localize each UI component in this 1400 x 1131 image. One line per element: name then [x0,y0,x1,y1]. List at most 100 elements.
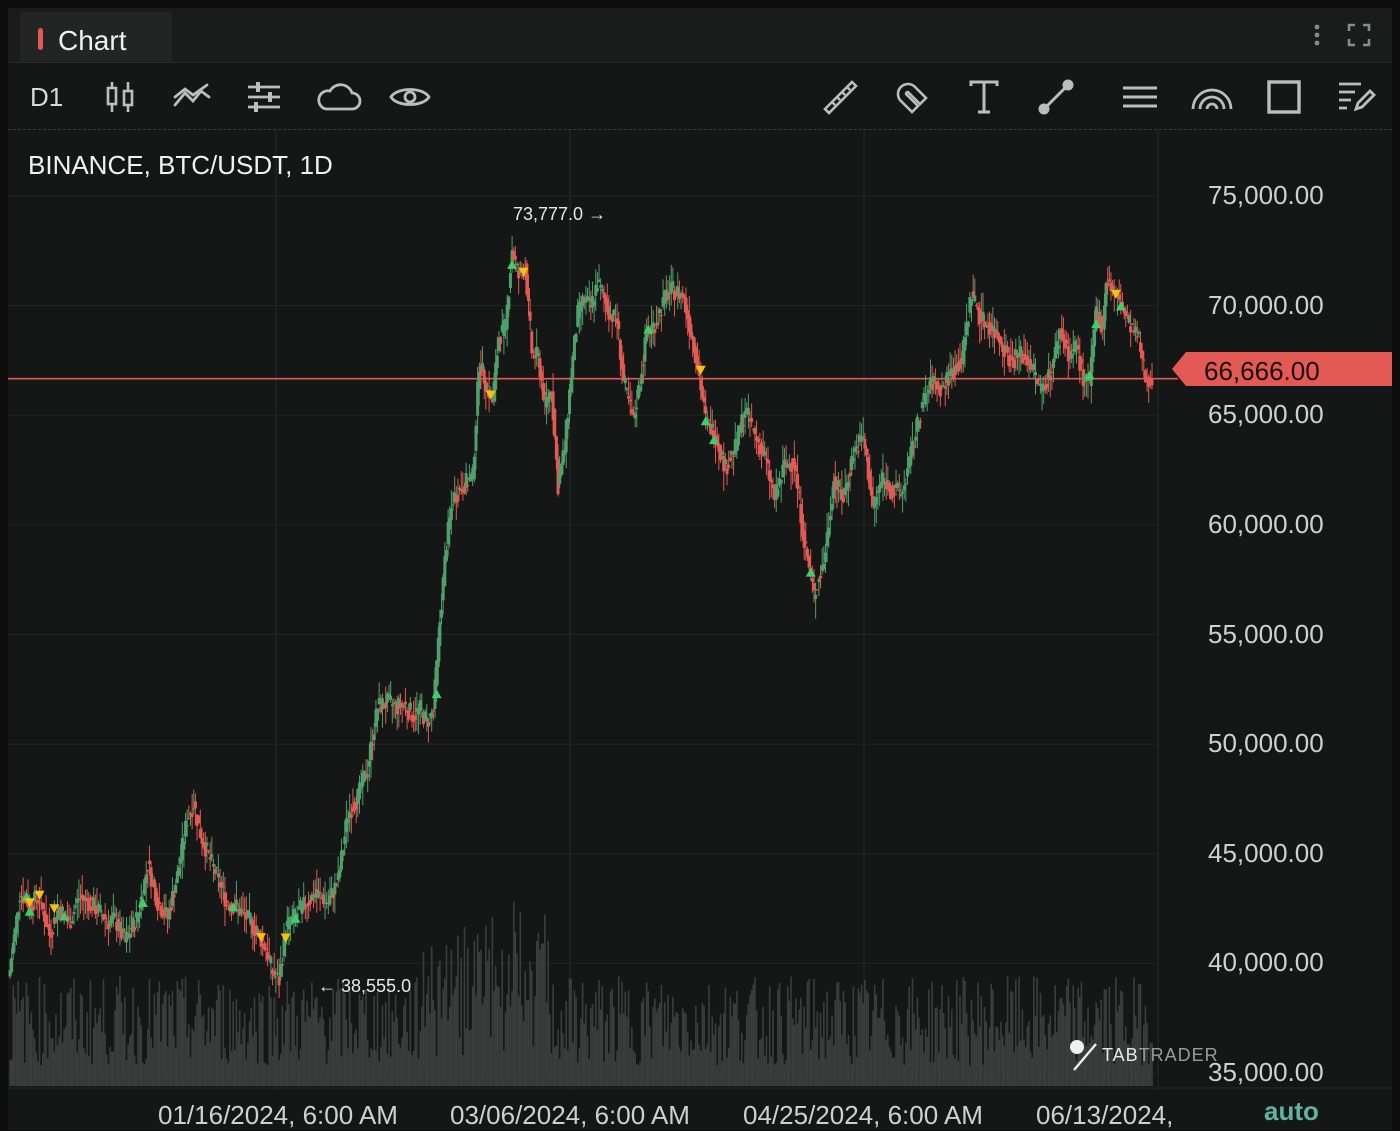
rectangle-icon[interactable] [1264,77,1304,117]
volume-bar [214,1036,216,1086]
candle-body [403,701,407,705]
candle-body [740,414,744,433]
volume-bar [767,1063,769,1086]
volume-bar [365,989,367,1086]
candle-body [79,898,83,900]
volume-bar [1126,1044,1129,1086]
volume-bar [844,1002,846,1086]
volume-bar [276,1018,279,1086]
candle-body [737,425,741,446]
candle-body [318,892,322,894]
candle-body [500,324,504,332]
timeframe-button[interactable]: D1 [30,82,64,112]
candle-body [308,900,312,904]
volume-bar [521,1005,523,1086]
volume-bar [1028,1021,1030,1086]
candle-body [90,906,94,911]
volume-bar [496,985,499,1086]
volume-bar [432,999,435,1086]
candle-body [996,332,1000,340]
candle-body [989,323,993,332]
volume-bar [581,982,584,1086]
volume-bar [1093,1024,1096,1086]
volume-bar [576,1062,579,1086]
candle-body [200,838,204,844]
volume-bar [916,997,919,1086]
candle-body [792,458,796,467]
sell-signal-marker [518,267,529,277]
candlestick-icon[interactable] [100,77,140,117]
volume-bar [763,1055,766,1086]
candle-body [958,360,962,369]
candle-body [538,358,542,378]
horizontal-lines-icon[interactable] [1120,77,1160,117]
candle-body [156,897,160,911]
volume-bar [944,1027,947,1086]
ruler-icon[interactable] [820,77,860,117]
candle-body [215,866,219,868]
volume-bar [406,1032,408,1086]
tab-chart[interactable]: Chart [20,12,172,62]
volume-bar [53,1051,56,1086]
trendline-icon[interactable] [1036,77,1076,117]
indicators-icon[interactable] [172,77,212,117]
candle-body [992,328,996,339]
candle-body [146,869,150,872]
volume-bar [138,1017,141,1086]
candle-body [586,296,590,298]
volume-bar [1036,977,1038,1086]
fullscreen-icon[interactable] [1346,22,1372,48]
candle-body [197,815,201,824]
volume-bar [363,1014,366,1086]
volume-bar [358,993,361,1086]
candle-body [548,391,552,400]
volume-bar [378,1062,380,1086]
volume-bar [918,1017,920,1086]
candle-body [38,901,42,903]
auto-scale-button[interactable]: auto [1264,1096,1319,1126]
buy-signal-marker [431,689,442,699]
candle-body [759,442,763,450]
volume-bar [15,1013,18,1086]
candle-body [745,407,749,413]
volume-bar [752,984,755,1086]
price-chart[interactable]: BINANCE, BTC/USDT, 1D 73,777.0 → ← 38,55… [8,130,1392,1130]
candle-body [897,490,901,492]
candle-body [448,517,452,530]
volume-bar [219,990,221,1086]
volume-bar [654,998,656,1086]
candle-body [1056,345,1060,349]
candlestick-plot[interactable] [8,130,1392,1130]
candle-body [164,907,168,913]
candle-body [676,286,680,297]
more-vertical-icon[interactable] [1304,22,1330,48]
volume-bar [665,1031,668,1086]
volume-bar [242,1028,244,1086]
eye-icon[interactable] [388,77,432,117]
volume-bar [173,1035,175,1086]
volume-bar [419,1030,422,1086]
text-icon[interactable] [964,77,1004,117]
candle-body [1106,282,1110,287]
volume-bar [1088,1042,1091,1086]
volume-bar [724,987,727,1086]
volume-bar [967,1036,970,1086]
edit-list-icon[interactable] [1336,77,1376,117]
volume-bar [921,1029,924,1086]
candle-body [367,760,371,767]
volume-bar [796,1023,799,1086]
arc-icon[interactable] [1190,77,1234,117]
magnet-icon[interactable] [892,77,932,117]
candle-body [896,483,900,488]
volume-bar [233,1050,236,1086]
cloud-icon[interactable] [314,77,364,117]
volume-bar [143,1064,146,1086]
volume-bar [1039,992,1042,1086]
candle-body [1104,283,1108,307]
candle-body [764,458,768,460]
candle-body [207,850,211,852]
volume-bar [73,977,75,1086]
settings-sliders-icon[interactable] [244,77,284,117]
candle-body [874,496,878,505]
volume-bar [452,994,454,1086]
